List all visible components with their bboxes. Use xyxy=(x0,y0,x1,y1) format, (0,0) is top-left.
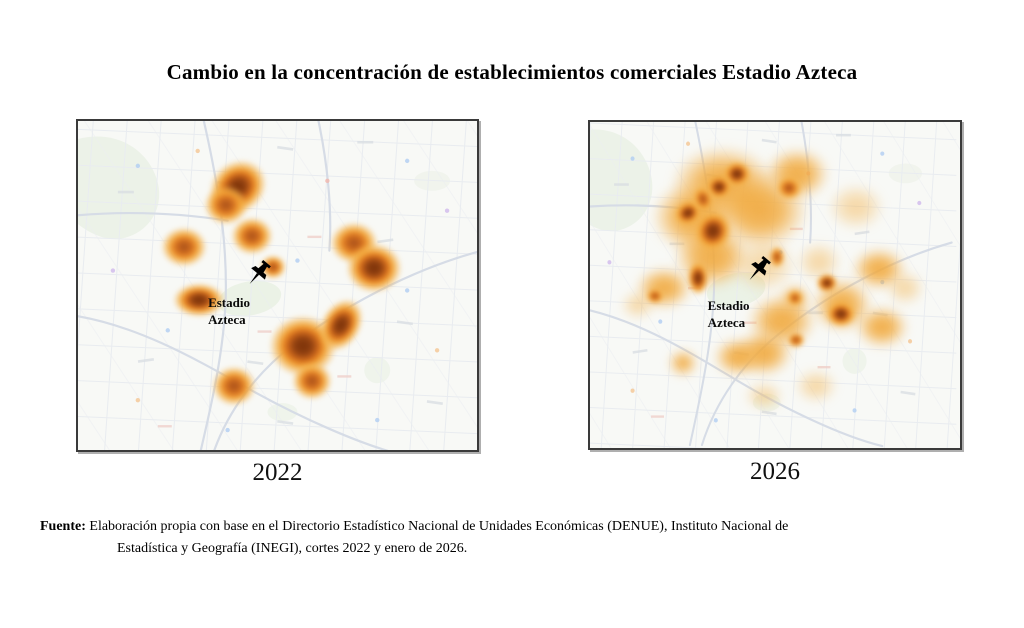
pin-label-line1: Estadio xyxy=(707,298,750,314)
heat-blob xyxy=(811,277,872,332)
heat-blob xyxy=(645,288,664,305)
heat-layer-2026 xyxy=(590,122,960,448)
heat-blob xyxy=(723,161,752,188)
heat-blob xyxy=(686,261,709,296)
heat-blob xyxy=(198,148,278,226)
heat-blob xyxy=(781,285,810,312)
heat-blob xyxy=(636,267,692,310)
heat-blob xyxy=(851,247,906,290)
heat-blob xyxy=(291,361,332,400)
heat-blob xyxy=(825,300,856,327)
source-line1: Fuente: Elaboración propia con base en e… xyxy=(40,519,789,534)
heat-blob xyxy=(828,183,885,230)
heat-blob xyxy=(211,365,256,406)
heat-blob xyxy=(230,217,273,256)
heat-blob xyxy=(797,242,842,283)
heat-blob xyxy=(714,337,762,376)
pin-label-line2: Azteca xyxy=(707,315,746,331)
pushpin-icon xyxy=(244,258,274,290)
heat-blob xyxy=(330,221,379,264)
heat-blob xyxy=(815,273,838,294)
heat-blob xyxy=(203,184,248,225)
source-note: Fuente: Elaboración propia con base en e… xyxy=(40,516,988,560)
heat-blob xyxy=(651,180,736,253)
heat-blob xyxy=(787,290,804,307)
heat-blob xyxy=(765,148,830,201)
heat-blob xyxy=(671,145,776,222)
source-line2: Estadística y Geografía (INEGI), cortes … xyxy=(117,541,468,556)
heat-blob xyxy=(161,227,208,268)
map-panel-2022: Estadio Azteca xyxy=(76,119,479,452)
heat-blob xyxy=(687,204,738,257)
heat-blob xyxy=(669,195,706,231)
heat-blob xyxy=(268,315,337,378)
heat-blob xyxy=(856,306,909,349)
caption-year-2022: 2022 xyxy=(252,459,303,486)
heat-blob xyxy=(346,242,403,293)
map-panel-2026: Estadio Azteca xyxy=(588,120,962,450)
pushpin-icon xyxy=(744,254,774,286)
heat-blob xyxy=(705,175,732,200)
heat-blob xyxy=(668,350,697,377)
pin-label-line1: Estadio xyxy=(208,295,250,311)
heat-blob xyxy=(787,332,806,349)
heat-blob xyxy=(674,222,751,289)
heat-blob xyxy=(735,330,792,377)
pin-label: Estadio Azteca xyxy=(708,297,750,331)
pin-label-line2: Azteca xyxy=(208,312,246,328)
heat-blob xyxy=(310,290,373,360)
heat-blob xyxy=(885,271,924,306)
heat-blob xyxy=(621,290,656,319)
heat-blob xyxy=(689,183,716,214)
pin-label: Estadio Azteca xyxy=(208,294,250,328)
heat-blob xyxy=(712,170,809,251)
heat-blob xyxy=(744,381,783,410)
heat-blob xyxy=(748,293,817,348)
source-label: Fuente: xyxy=(40,519,86,534)
figure-title: Cambio en la concentración de establecim… xyxy=(166,60,858,84)
caption-year-2026: 2026 xyxy=(750,458,800,485)
heat-layer-2022 xyxy=(78,121,477,450)
heat-blob xyxy=(776,176,803,201)
heat-blob xyxy=(794,369,837,404)
